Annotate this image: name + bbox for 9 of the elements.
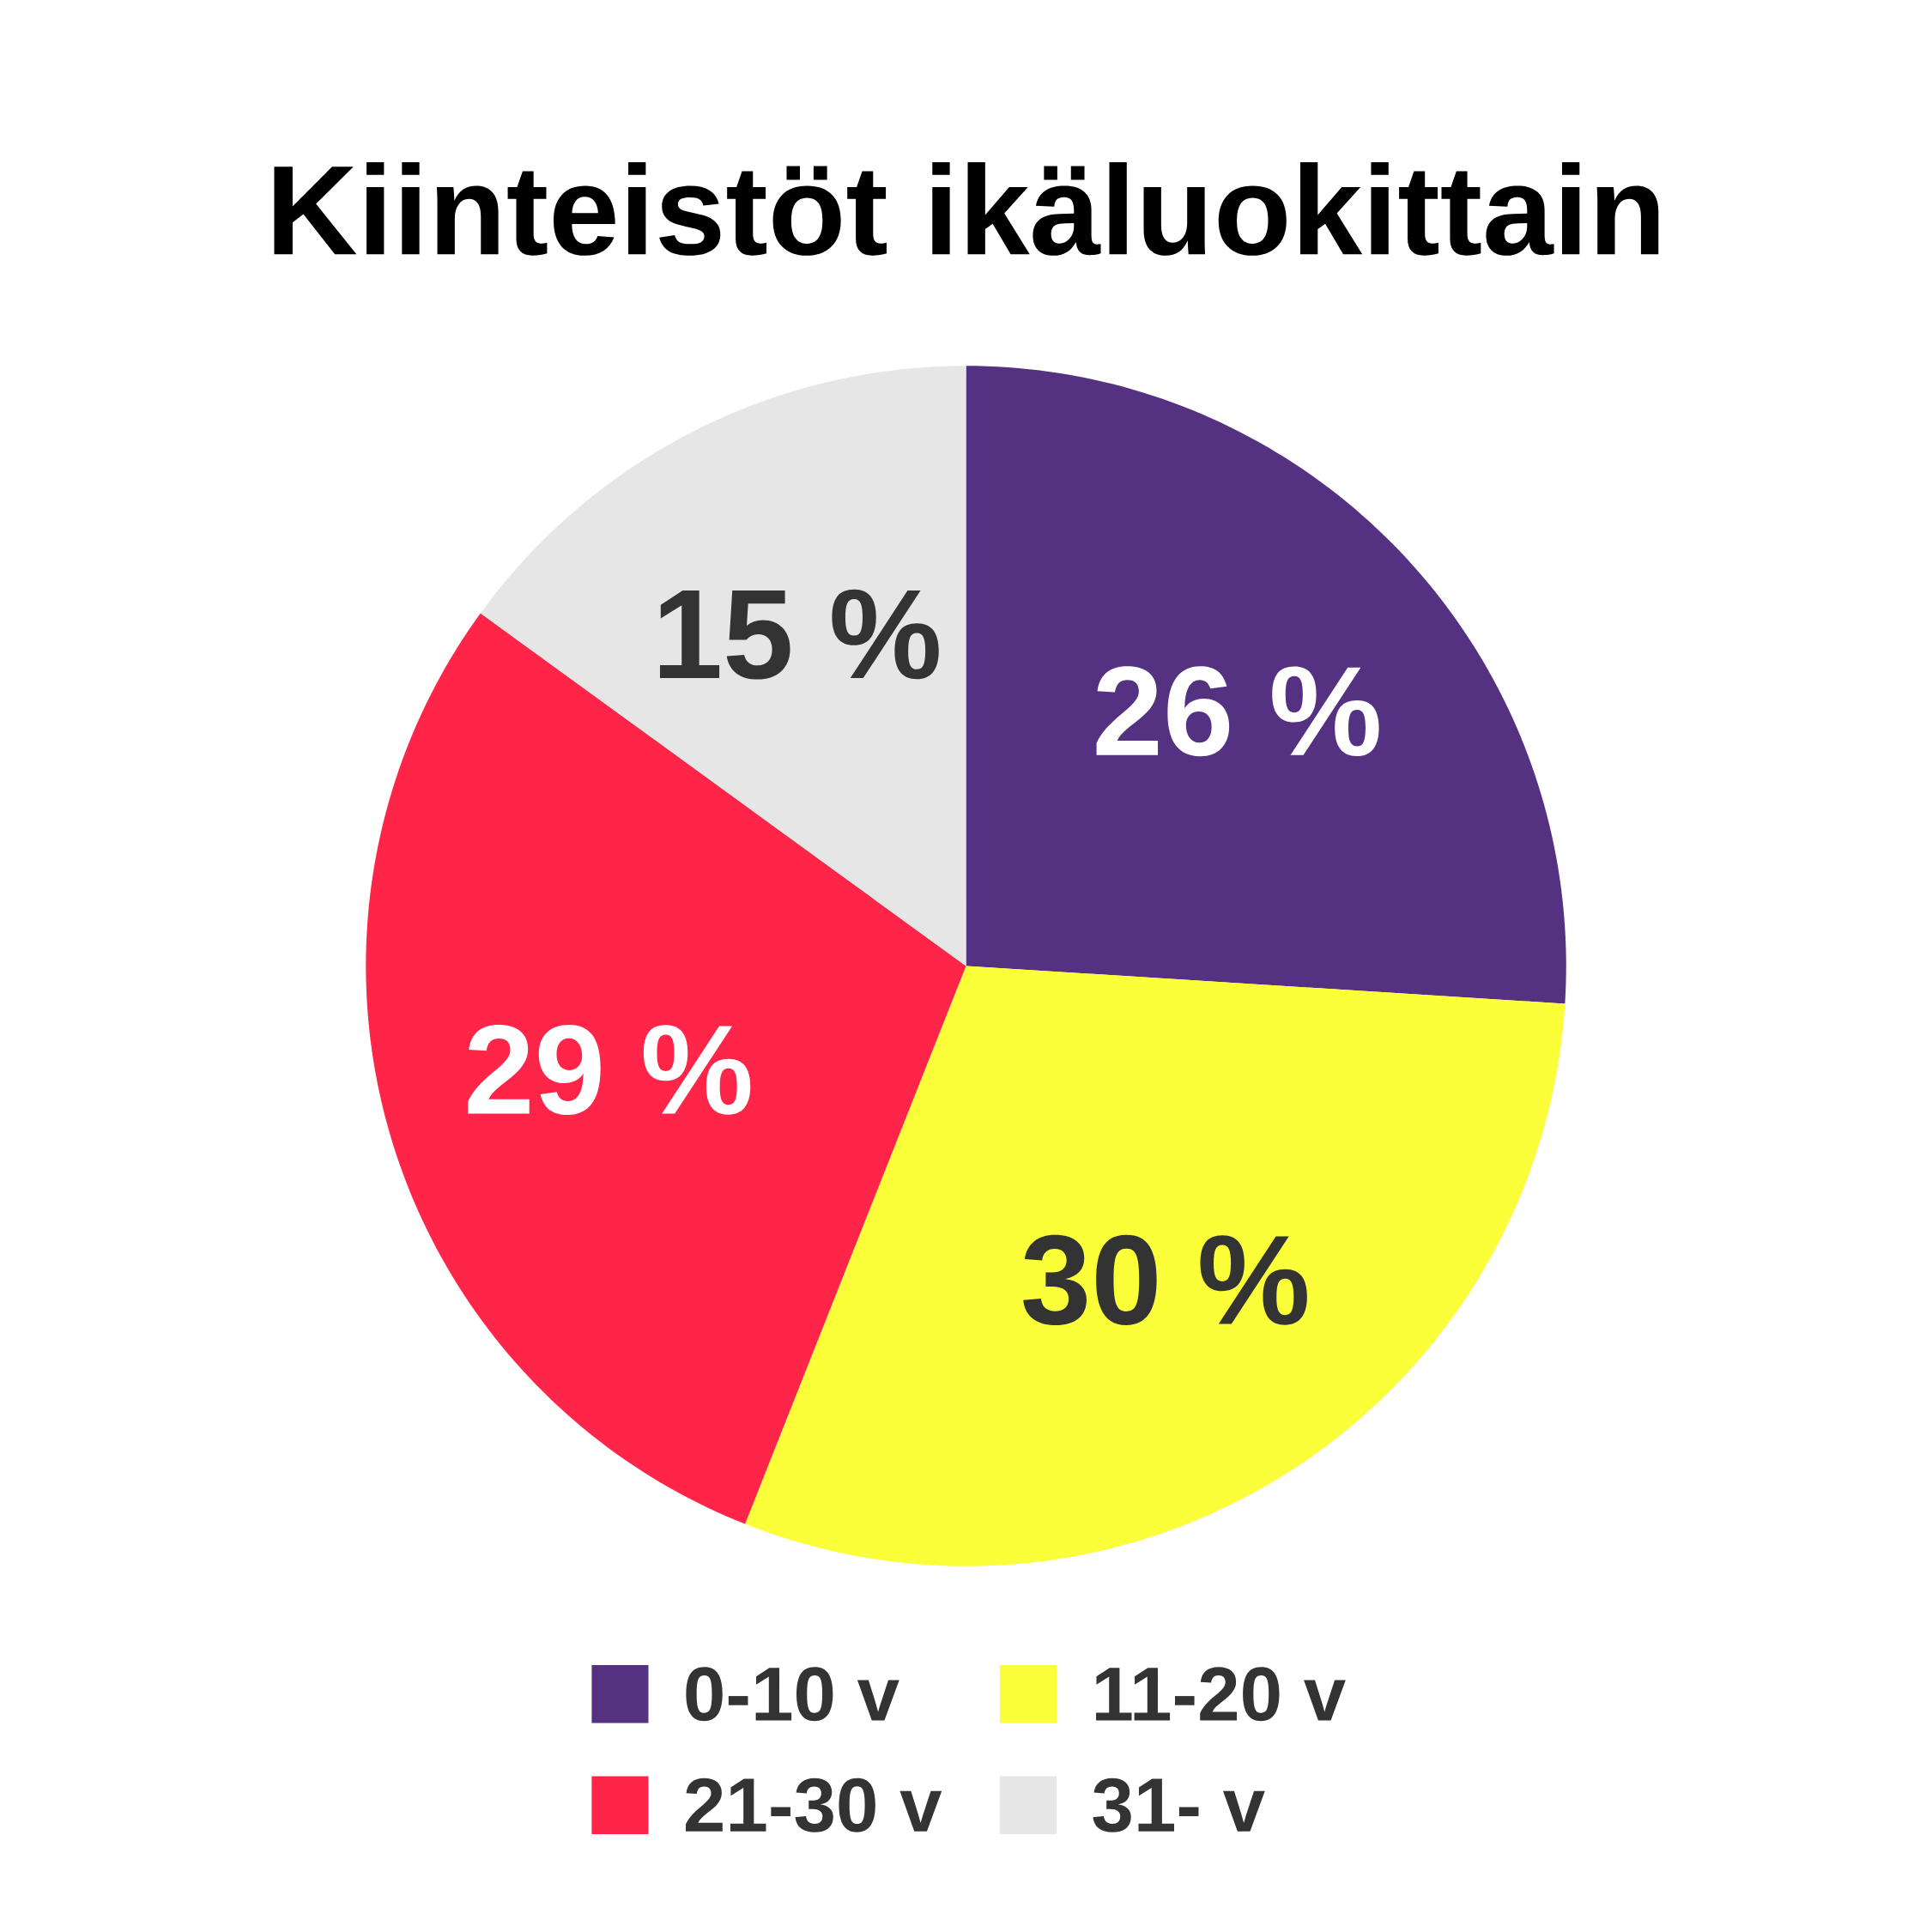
legend-label: 11-20 v (1096, 1667, 1346, 1722)
data-label: 26 % (1096, 666, 1379, 757)
data-label: 15 % (659, 589, 939, 680)
data-label: 29 % (468, 1024, 751, 1115)
legend-label: 31- v (1093, 1778, 1265, 1832)
data-label: 30 % (1023, 1234, 1307, 1326)
legend-label: 0-10 v (686, 1667, 899, 1722)
legend-label: 21-30 v (686, 1778, 942, 1832)
chart-title: Kiinteistöt ikäluokittain (274, 161, 1659, 256)
